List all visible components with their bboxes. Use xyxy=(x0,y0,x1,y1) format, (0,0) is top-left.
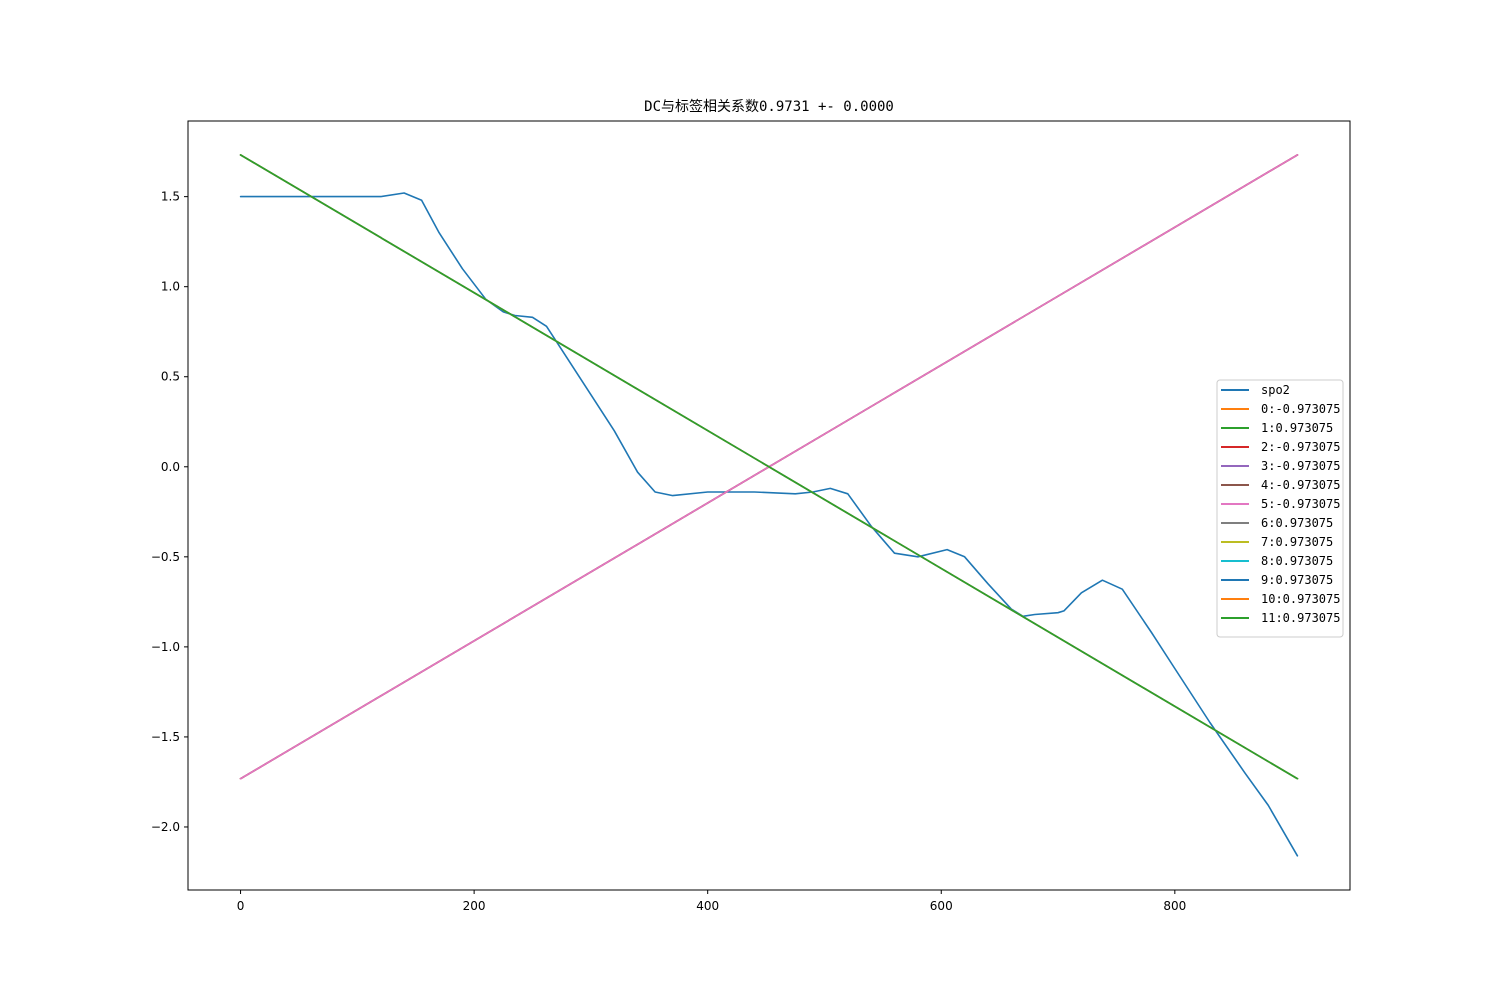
x-tick-label: 400 xyxy=(696,899,719,913)
y-tick-label: −0.5 xyxy=(151,550,180,564)
legend-label-1: 0:-0.973075 xyxy=(1261,402,1340,416)
legend-label-8: 7:0.973075 xyxy=(1261,535,1333,549)
legend-box xyxy=(1216,379,1344,638)
x-tick-label: 600 xyxy=(930,899,953,913)
legend-label-5: 4:-0.973075 xyxy=(1261,478,1340,492)
legend-label-9: 8:0.973075 xyxy=(1261,554,1333,568)
series-line-12 xyxy=(239,154,1299,780)
y-axis: 1.5 1.0 0.5 0.0 −0.5 −1.0 −1.5 −2.0 xyxy=(151,190,188,834)
y-tick-label: 0.5 xyxy=(161,370,180,384)
legend-label-12: 11:0.973075 xyxy=(1261,611,1340,625)
x-tick-label: 800 xyxy=(1163,899,1186,913)
y-tick-label: −1.0 xyxy=(151,640,180,654)
series-layer xyxy=(239,154,1299,857)
legend-label-0: spo2 xyxy=(1261,383,1290,397)
legend-label-11: 10:0.973075 xyxy=(1261,592,1340,606)
plot-frame xyxy=(187,120,1351,891)
legend: spo2 0:-0.973075 1:0.973075 2:-0.973075 3:-0… xyxy=(1216,379,1344,638)
legend-label-7: 6:0.973075 xyxy=(1261,516,1333,530)
legend-label-2: 1:0.973075 xyxy=(1261,421,1333,435)
chart-title: DC与标签相关系数0.9731 +- 0.0000 xyxy=(644,98,894,115)
legend-label-3: 2:-0.973075 xyxy=(1261,440,1340,454)
y-tick-label: 1.5 xyxy=(161,190,180,204)
legend-label-4: 3:-0.973075 xyxy=(1261,459,1340,473)
y-tick-label: −2.0 xyxy=(151,820,180,834)
x-tick-label: 0 xyxy=(237,899,245,913)
y-tick-label: 1.0 xyxy=(161,280,180,294)
x-axis: 0 200 400 600 800 xyxy=(237,890,1186,913)
legend-label-10: 9:0.973075 xyxy=(1261,573,1333,587)
x-tick-label: 200 xyxy=(463,899,486,913)
y-tick-label: 0.0 xyxy=(161,460,180,474)
y-tick-label: −1.5 xyxy=(151,730,180,744)
legend-label-6: 5:-0.973075 xyxy=(1261,497,1340,511)
